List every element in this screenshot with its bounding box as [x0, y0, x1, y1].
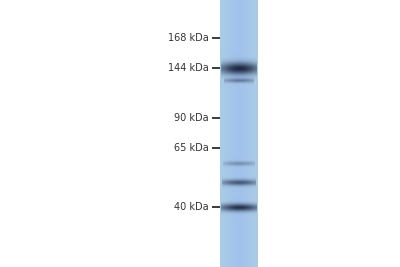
Text: 90 kDa: 90 kDa — [174, 113, 209, 123]
Text: 65 kDa: 65 kDa — [174, 143, 209, 153]
Text: 40 kDa: 40 kDa — [174, 202, 209, 212]
Text: 144 kDa: 144 kDa — [168, 63, 209, 73]
Text: 168 kDa: 168 kDa — [168, 33, 209, 43]
